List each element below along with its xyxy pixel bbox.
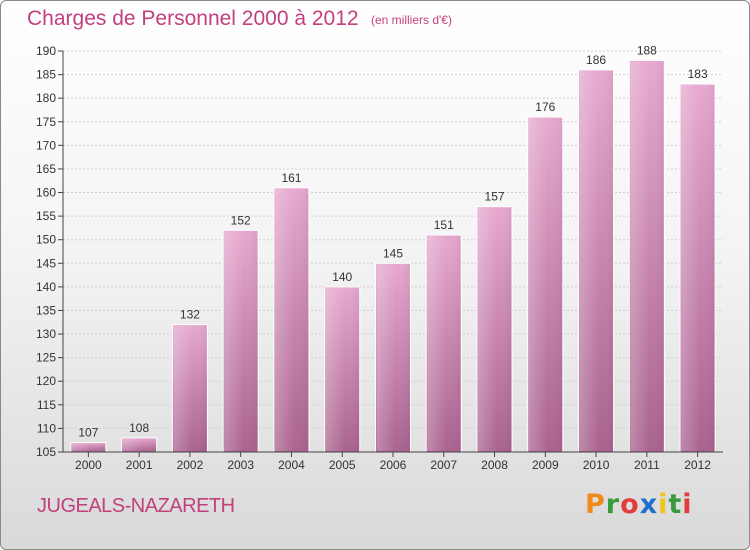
proxiti-logo[interactable]: Proxiti (585, 489, 693, 520)
y-tick-label: 120 (36, 374, 56, 388)
x-tick-label-2011: 2011 (634, 458, 660, 472)
chart-title: Charges de Personnel 2000 à 2012 (27, 7, 359, 30)
bar-shine (122, 438, 156, 451)
data-label-2000: 107 (78, 426, 98, 440)
x-tick-label-2002: 2002 (177, 458, 204, 472)
bar-shine (528, 118, 562, 451)
x-tick-label-2008: 2008 (481, 458, 508, 472)
logo-letter: i (682, 489, 693, 520)
y-tick-label: 185 (36, 68, 56, 82)
y-tick-label: 170 (36, 138, 56, 152)
data-label-2008: 157 (485, 190, 505, 204)
bar-shine (681, 85, 715, 451)
y-tick-label: 110 (37, 421, 56, 435)
data-label-2012: 183 (688, 67, 708, 81)
data-label-2006: 145 (383, 246, 403, 260)
logo-letter: i (658, 489, 669, 520)
x-tick-label-2007: 2007 (430, 458, 457, 472)
logo-letter: t (668, 489, 683, 520)
x-tick-label-2004: 2004 (278, 458, 305, 472)
y-tick-label: 115 (37, 398, 56, 412)
logo-letter: r (605, 489, 621, 520)
x-tick-label-2012: 2012 (684, 458, 711, 472)
data-label-2010: 186 (586, 53, 606, 67)
chart-subtitle: (en milliers d'€) (371, 13, 452, 27)
x-tick-label-2005: 2005 (329, 458, 356, 472)
y-tick-label: 135 (36, 303, 56, 317)
y-tick-label: 165 (36, 162, 56, 176)
data-label-2005: 140 (332, 270, 352, 284)
y-tick-label: 105 (36, 445, 56, 459)
y-tick-label: 155 (36, 209, 56, 223)
logo-letter: x (639, 489, 659, 520)
bar-shine (376, 264, 410, 451)
data-label-2011: 188 (637, 43, 657, 57)
bar-shine (325, 287, 359, 451)
x-tick-label-2003: 2003 (227, 458, 254, 472)
y-tick-label: 145 (36, 256, 56, 270)
data-label-2003: 152 (231, 213, 251, 227)
y-tick-label: 140 (36, 280, 56, 294)
y-tick-label: 180 (36, 91, 56, 105)
bar-shine (478, 207, 512, 451)
y-tick-label: 125 (36, 351, 56, 365)
logo-letter: P (585, 489, 606, 520)
bar-shine (173, 325, 207, 451)
bar-shine (71, 443, 105, 451)
logo-letter: o (620, 489, 640, 520)
bar-shine (579, 70, 613, 451)
y-tick-label: 150 (36, 233, 56, 247)
data-label-2004: 161 (281, 171, 301, 185)
data-label-2002: 132 (180, 308, 200, 322)
x-tick-label-2006: 2006 (380, 458, 407, 472)
y-tick-label: 190 (36, 44, 56, 58)
bar-shine (427, 235, 461, 451)
y-tick-label: 175 (36, 115, 56, 129)
x-tick-label-2000: 2000 (75, 458, 102, 472)
commune-name: JUGEALS-NAZARETH (37, 495, 235, 517)
x-tick-label-2010: 2010 (583, 458, 610, 472)
data-label-2009: 176 (535, 100, 555, 114)
bar-shine (224, 231, 258, 451)
bar-shine (630, 61, 664, 451)
y-tick-label: 130 (36, 327, 56, 341)
y-tick-label: 160 (36, 186, 56, 200)
data-label-2007: 151 (434, 218, 454, 232)
bar-shine (274, 188, 308, 451)
x-tick-label-2009: 2009 (532, 458, 559, 472)
data-label-2001: 108 (129, 421, 149, 435)
x-tick-label-2001: 2001 (126, 458, 153, 472)
